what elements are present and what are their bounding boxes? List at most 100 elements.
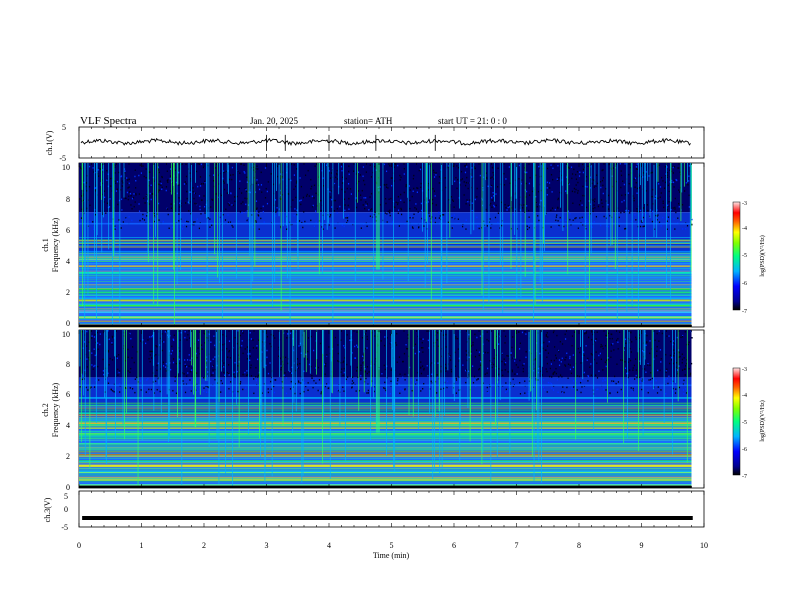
spec-noise [651, 195, 653, 198]
spec-band [79, 222, 692, 225]
spec-noise [682, 228, 684, 230]
ch1-freq-tick-6: 6 [66, 226, 70, 235]
spec-noise [455, 379, 458, 381]
spec-sferic [543, 163, 545, 251]
spec-noise [491, 366, 493, 369]
spec-sferic [338, 163, 340, 195]
spec-noise [550, 173, 553, 176]
spec-noise [586, 220, 588, 223]
spec-line [79, 460, 692, 461]
spec-noise [114, 164, 116, 167]
spec-noise [285, 392, 288, 395]
spec-noise [468, 337, 470, 340]
spec-line [79, 314, 692, 316]
spec-sferic [96, 163, 98, 236]
spec-sferic [173, 163, 175, 325]
spec-noise [478, 225, 480, 228]
spec-sferic [644, 163, 646, 204]
ch1-colorbar [732, 201, 741, 311]
spec-sferic [470, 163, 472, 235]
spec-noise [648, 175, 650, 177]
spec-line [79, 471, 692, 472]
spec-noise [81, 373, 83, 376]
spec-noise [207, 217, 209, 219]
spec-noise [85, 386, 87, 389]
spec-noise [139, 219, 141, 222]
spec-noise [290, 380, 292, 383]
spec-noise [178, 184, 180, 186]
spec-noise [226, 347, 228, 350]
spec-sferic [170, 163, 172, 195]
spec-line [79, 413, 692, 414]
spec-line [79, 406, 692, 408]
spec-noise [365, 197, 367, 199]
spec-noise [577, 227, 579, 229]
spec-line [79, 459, 692, 461]
spec-noise [86, 190, 88, 192]
spec-noise [331, 169, 333, 171]
spec-noise [251, 166, 253, 169]
spec-noise [360, 367, 362, 369]
spec-noise [190, 178, 192, 180]
spec-noise [437, 376, 439, 379]
spec-noise [358, 180, 360, 183]
spec-noise [211, 374, 213, 376]
spec-noise [228, 374, 230, 376]
spec-noise [257, 376, 259, 378]
spec-noise [405, 185, 407, 188]
spec-noise [566, 226, 568, 229]
spec-noise [649, 340, 651, 342]
spec-noise [436, 339, 438, 341]
spec-noise [544, 349, 546, 351]
spec-noise [491, 363, 493, 366]
spec-noise [203, 195, 205, 197]
spec-noise [666, 335, 668, 337]
spec-noise [445, 370, 447, 372]
spec-noise [688, 180, 690, 182]
spec-sferic [515, 163, 517, 199]
spec-noise [488, 221, 491, 223]
spec-noise [286, 185, 288, 187]
spec-sferic [271, 163, 273, 307]
spec-noise [305, 385, 307, 388]
spec-sferic [322, 330, 323, 464]
spec-line [79, 425, 692, 427]
spec-noise [670, 340, 672, 343]
spec-noise [333, 209, 336, 212]
spec-noise [397, 209, 400, 211]
spec-noise [617, 348, 619, 350]
spec-noise [542, 347, 544, 350]
spec-noise [595, 185, 597, 187]
ch3-waveform-panel: 5 0 -5 ch.3(V) 0 1 2 3 4 5 6 7 8 9 10 Time (min) [43, 490, 708, 560]
spec-noise [512, 385, 514, 388]
spec-noise [150, 184, 152, 187]
spec-noise [239, 172, 241, 174]
spec-noise [546, 370, 548, 373]
spec-noise [253, 169, 255, 171]
spec-noise [431, 373, 433, 376]
spec-noise [135, 187, 137, 189]
spec-noise [608, 208, 610, 210]
spec-sferic [490, 330, 492, 482]
spec-noise [355, 206, 358, 209]
spec-noise [649, 209, 652, 211]
spec-noise [185, 163, 187, 166]
spec-noise [384, 212, 386, 214]
spec-noise [159, 368, 162, 370]
time-tick-label: 3 [265, 541, 269, 550]
spec-noise [249, 191, 252, 194]
spec-noise [574, 217, 576, 220]
spec-noise [91, 335, 93, 337]
spec-noise [555, 219, 557, 222]
spec-noise [333, 182, 336, 185]
spec-noise [596, 362, 598, 364]
spec-noise [569, 368, 572, 371]
spec-noise [148, 388, 150, 391]
spec-noise [656, 350, 658, 352]
spec-line [79, 242, 692, 243]
spec-noise [675, 178, 677, 181]
spec-sferic [141, 330, 143, 441]
spec-noise [550, 363, 553, 365]
spec-noise [441, 218, 444, 220]
spec-noise [311, 185, 313, 188]
